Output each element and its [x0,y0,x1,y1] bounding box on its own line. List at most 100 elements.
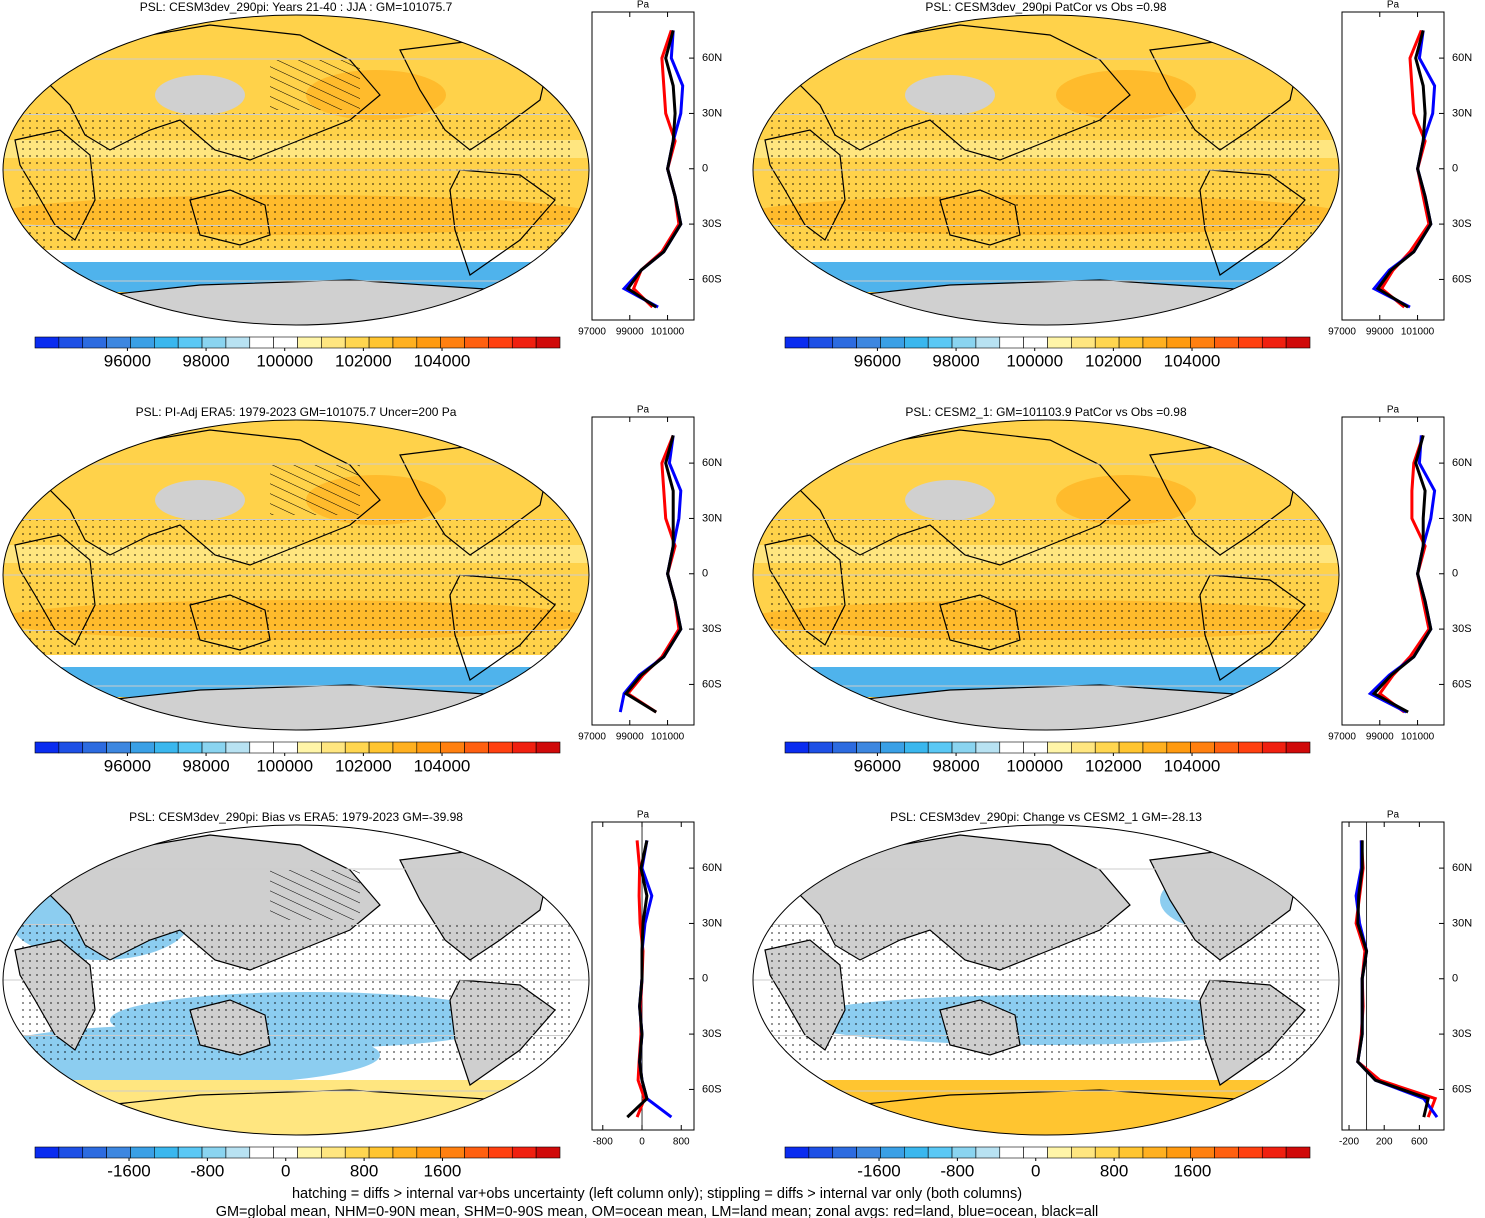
x-tick-label: -800 [593,1137,613,1148]
colorbar-swatch [1190,741,1215,754]
colorbar-swatch [416,1146,441,1159]
colorbar-swatch [1094,1146,1120,1159]
colorbar-swatch [201,336,227,349]
colorbar-swatch [177,1146,203,1159]
pressure-band [3,250,589,262]
map-outline [752,419,1340,731]
colorbar-swatch [975,741,1001,754]
colorbar-swatch [1023,741,1048,754]
x-tick-label: 101000 [651,732,685,743]
zonal-mean-line [623,435,683,714]
plot-frame [591,11,695,321]
y-tick-label: 60S [1452,1083,1472,1095]
colorbar-swatch [416,741,441,754]
map-title: PSL: CESM3dev_290pi: Change vs CESM2_1 G… [890,810,1202,824]
x-tick-label: 101000 [1401,327,1435,338]
colorbar-label: 104000 [414,756,471,775]
colorbar-swatch [344,336,370,349]
y-tick-label: 60N [702,457,722,469]
y-tick-label: 60N [1452,52,1472,64]
colorbar-swatch [106,741,131,754]
colorbar-swatch [392,741,418,754]
y-tick-label: 30N [1452,512,1472,524]
colorbar-swatch [1214,741,1239,754]
colorbar-swatch [511,741,537,754]
colorbar-swatch [1094,336,1120,349]
colorbar-swatch [201,1146,227,1159]
colorbar-label: 100000 [256,351,313,370]
x-tick-label: 97000 [1328,327,1356,338]
y-tick-label: 60N [702,862,722,874]
x-tick-label: 200 [1376,1137,1393,1148]
colorbar-swatch [999,1146,1024,1159]
zonal-mean-line [1375,30,1433,309]
colorbar-label: 98000 [182,756,229,775]
x-axis-label: Pa [1387,810,1400,821]
colorbar-swatch [249,1146,274,1159]
colorbar-swatch [82,741,107,754]
footer-note: GM=global mean, NHM=0-90N mean, SHM=0-90… [216,1204,1099,1218]
map [3,15,589,325]
colorbar-swatch [392,1146,418,1159]
colorbar-swatch [1071,1146,1096,1159]
colorbar-label: 100000 [256,756,313,775]
colorbar-swatch [999,741,1024,754]
colorbar-label: 96000 [104,756,151,775]
y-tick-label: 0 [1452,973,1458,985]
colorbar-swatch [856,741,881,754]
map-outline [752,824,1340,1136]
anomaly-region [753,1080,1339,1135]
colorbar-swatch [1190,1146,1215,1159]
stippling [770,110,1320,250]
colorbar-swatch [1214,1146,1239,1159]
colorbar-swatch [1285,336,1311,349]
y-tick-label: 0 [702,568,708,580]
colorbar-label: -800 [940,1161,974,1180]
colorbar-swatch [1071,741,1096,754]
colorbar-label: 100000 [1006,756,1063,775]
colorbar-swatch [1238,741,1263,754]
x-tick-label: 0 [639,1137,645,1148]
high-terrain [905,75,995,115]
colorbar-swatch [225,336,251,349]
colorbar-swatch [177,336,203,349]
colorbar-swatch [1047,1146,1072,1159]
y-tick-label: 60S [702,678,722,690]
colorbar-swatch [511,1146,537,1159]
colorbar-swatch [1023,336,1048,349]
colorbar-swatch [1047,741,1072,754]
colorbar-label: 1600 [424,1161,462,1180]
x-tick-label: 99000 [616,732,644,743]
colorbar-swatch [154,336,179,349]
colorbar-swatch [832,1146,857,1159]
colorbar-swatch [488,336,513,349]
zonal-mean-line [1356,840,1430,1118]
colorbar-swatch [1261,1146,1287,1159]
colorbar-swatch [904,336,929,349]
colorbar-swatch [1118,741,1144,754]
colorbar-swatch [1285,1146,1311,1159]
x-tick-label: 97000 [1328,732,1356,743]
colorbar-swatch [927,1146,953,1159]
x-tick-label: 99000 [616,327,644,338]
colorbar-swatch [1118,336,1144,349]
y-tick-label: 60S [1452,678,1472,690]
colorbar-swatch [488,1146,513,1159]
colorbar-swatch [392,336,418,349]
colorbar-swatch [535,741,561,754]
x-axis-label: Pa [637,0,650,11]
y-tick-label: 60N [702,52,722,64]
map [753,825,1339,1135]
colorbar-swatch [249,336,274,349]
colorbar-swatch [130,741,155,754]
map-outline [2,14,590,326]
y-tick-label: 0 [1452,568,1458,580]
colorbar-swatch [808,1146,834,1159]
map [3,825,589,1135]
colorbar-swatch [464,336,489,349]
colorbar-label: -800 [190,1161,224,1180]
y-tick-label: 30N [702,107,722,119]
colorbar-swatch [321,741,346,754]
plot-frame [1341,416,1445,726]
colorbar-label: 102000 [335,756,392,775]
